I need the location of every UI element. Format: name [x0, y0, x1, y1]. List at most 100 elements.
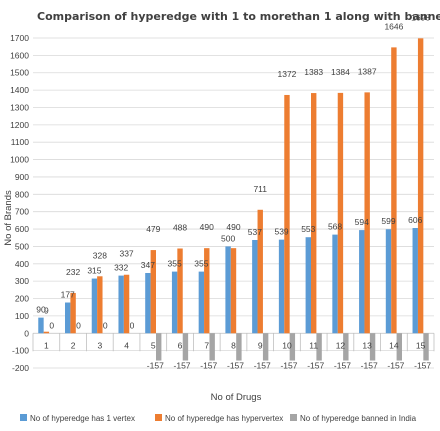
data-label: 490: [226, 222, 240, 232]
y-tick-label: 1500: [10, 68, 29, 78]
data-label: 500: [221, 233, 235, 243]
x-tick-label: 9: [258, 340, 263, 350]
data-label: 537: [248, 227, 262, 237]
data-label: -157: [307, 361, 324, 371]
data-label: -157: [174, 361, 191, 371]
bar: [171, 271, 178, 334]
data-label: 1646: [384, 21, 403, 31]
bar: [236, 333, 242, 361]
bar: [65, 302, 71, 334]
y-tick-label: 1000: [10, 155, 29, 165]
data-label: 177: [61, 290, 75, 300]
bar: [311, 93, 317, 334]
bar: [332, 234, 338, 334]
data-label: 332: [114, 263, 128, 273]
bar: [118, 275, 124, 334]
legend-swatch: [155, 414, 162, 421]
x-tick-label: 11: [309, 340, 318, 350]
bar: [156, 333, 162, 361]
bars: [38, 38, 429, 361]
bar: [252, 239, 258, 334]
data-label: 355: [194, 259, 208, 269]
y-tick-label: 900: [15, 172, 29, 182]
x-tick-label: 3: [97, 340, 102, 350]
data-label: -157: [387, 361, 404, 371]
bar: [316, 333, 322, 361]
y-tick-label: 500: [15, 241, 29, 251]
data-label: 594: [355, 217, 369, 227]
y-tick-label: 200: [15, 294, 29, 304]
legend-label: No of hyperedge banned in India: [300, 414, 417, 423]
bar: [278, 239, 285, 334]
x-tick-labels: 1 2 3 4 5 6 7 8 9 10 11 12 13 14 15: [44, 340, 426, 350]
data-label: -157: [334, 361, 351, 371]
legend-swatch: [20, 414, 27, 421]
y-tick-label: 1300: [10, 102, 29, 112]
data-labels: 9090177232031532803323370347479-15735548…: [36, 12, 431, 370]
bar: [38, 317, 44, 334]
x-tick-label: 2: [71, 340, 76, 350]
bar: [182, 333, 189, 361]
data-label: -157: [361, 361, 378, 371]
bar: [97, 276, 103, 334]
bar: [230, 248, 237, 334]
data-label: 479: [146, 224, 160, 234]
legend-swatch: [290, 414, 297, 421]
bar: [198, 271, 205, 334]
data-label: 90: [36, 305, 46, 315]
bar: [257, 209, 263, 334]
y-tick-label: 1700: [10, 33, 29, 43]
bar: [391, 47, 397, 334]
bar: [385, 229, 392, 334]
data-label: 539: [274, 227, 288, 237]
data-label: 315: [87, 266, 101, 276]
y-tick-label: 1100: [11, 137, 30, 147]
legend: No of hyperedge has 1 vertex No of hypere…: [20, 414, 417, 423]
y-tick-label: 800: [15, 189, 29, 199]
bar: [369, 333, 376, 361]
data-label: -157: [414, 361, 431, 371]
data-label: 488: [173, 223, 187, 233]
bar: [145, 272, 151, 334]
x-tick-label: 12: [336, 340, 346, 350]
bar: [204, 248, 210, 334]
data-label: 0: [130, 320, 135, 330]
bar: [70, 292, 76, 334]
bar: [423, 333, 429, 361]
data-label: 9: [44, 306, 49, 316]
data-label: 337: [119, 249, 133, 259]
data-label: 606: [408, 215, 422, 225]
data-label: 0: [49, 320, 54, 330]
bar: [359, 230, 365, 334]
bar: [177, 248, 183, 334]
data-label: 355: [168, 259, 182, 269]
y-tick-label: 100: [15, 311, 29, 321]
y-tick-label: 0: [24, 328, 29, 338]
data-label: 1372: [278, 69, 297, 79]
y-tick-label: -100: [12, 346, 29, 356]
data-label: 553: [301, 224, 315, 234]
bar: [262, 333, 269, 361]
data-label: -157: [254, 361, 271, 371]
bar: [209, 333, 215, 361]
data-label: -157: [280, 361, 297, 371]
x-tick-label: 8: [231, 340, 236, 350]
bar: [225, 246, 231, 334]
x-tick-label: 4: [124, 340, 129, 350]
y-tick-label: 600: [15, 224, 29, 234]
bar: [412, 228, 418, 334]
x-tick-label: 7: [204, 340, 209, 350]
bar: [343, 333, 349, 361]
y-tick-label: 1200: [10, 120, 29, 130]
bar: [337, 92, 344, 334]
data-label: 232: [66, 267, 80, 277]
data-label: 347: [141, 260, 155, 270]
bar: [284, 94, 290, 334]
x-tick-label: 13: [362, 340, 372, 350]
bar: [43, 331, 50, 334]
data-label: 599: [381, 216, 395, 226]
data-label: 0: [76, 320, 81, 330]
data-label: -157: [227, 361, 244, 371]
data-label: -157: [200, 361, 217, 371]
y-tick-label: 300: [15, 276, 29, 286]
